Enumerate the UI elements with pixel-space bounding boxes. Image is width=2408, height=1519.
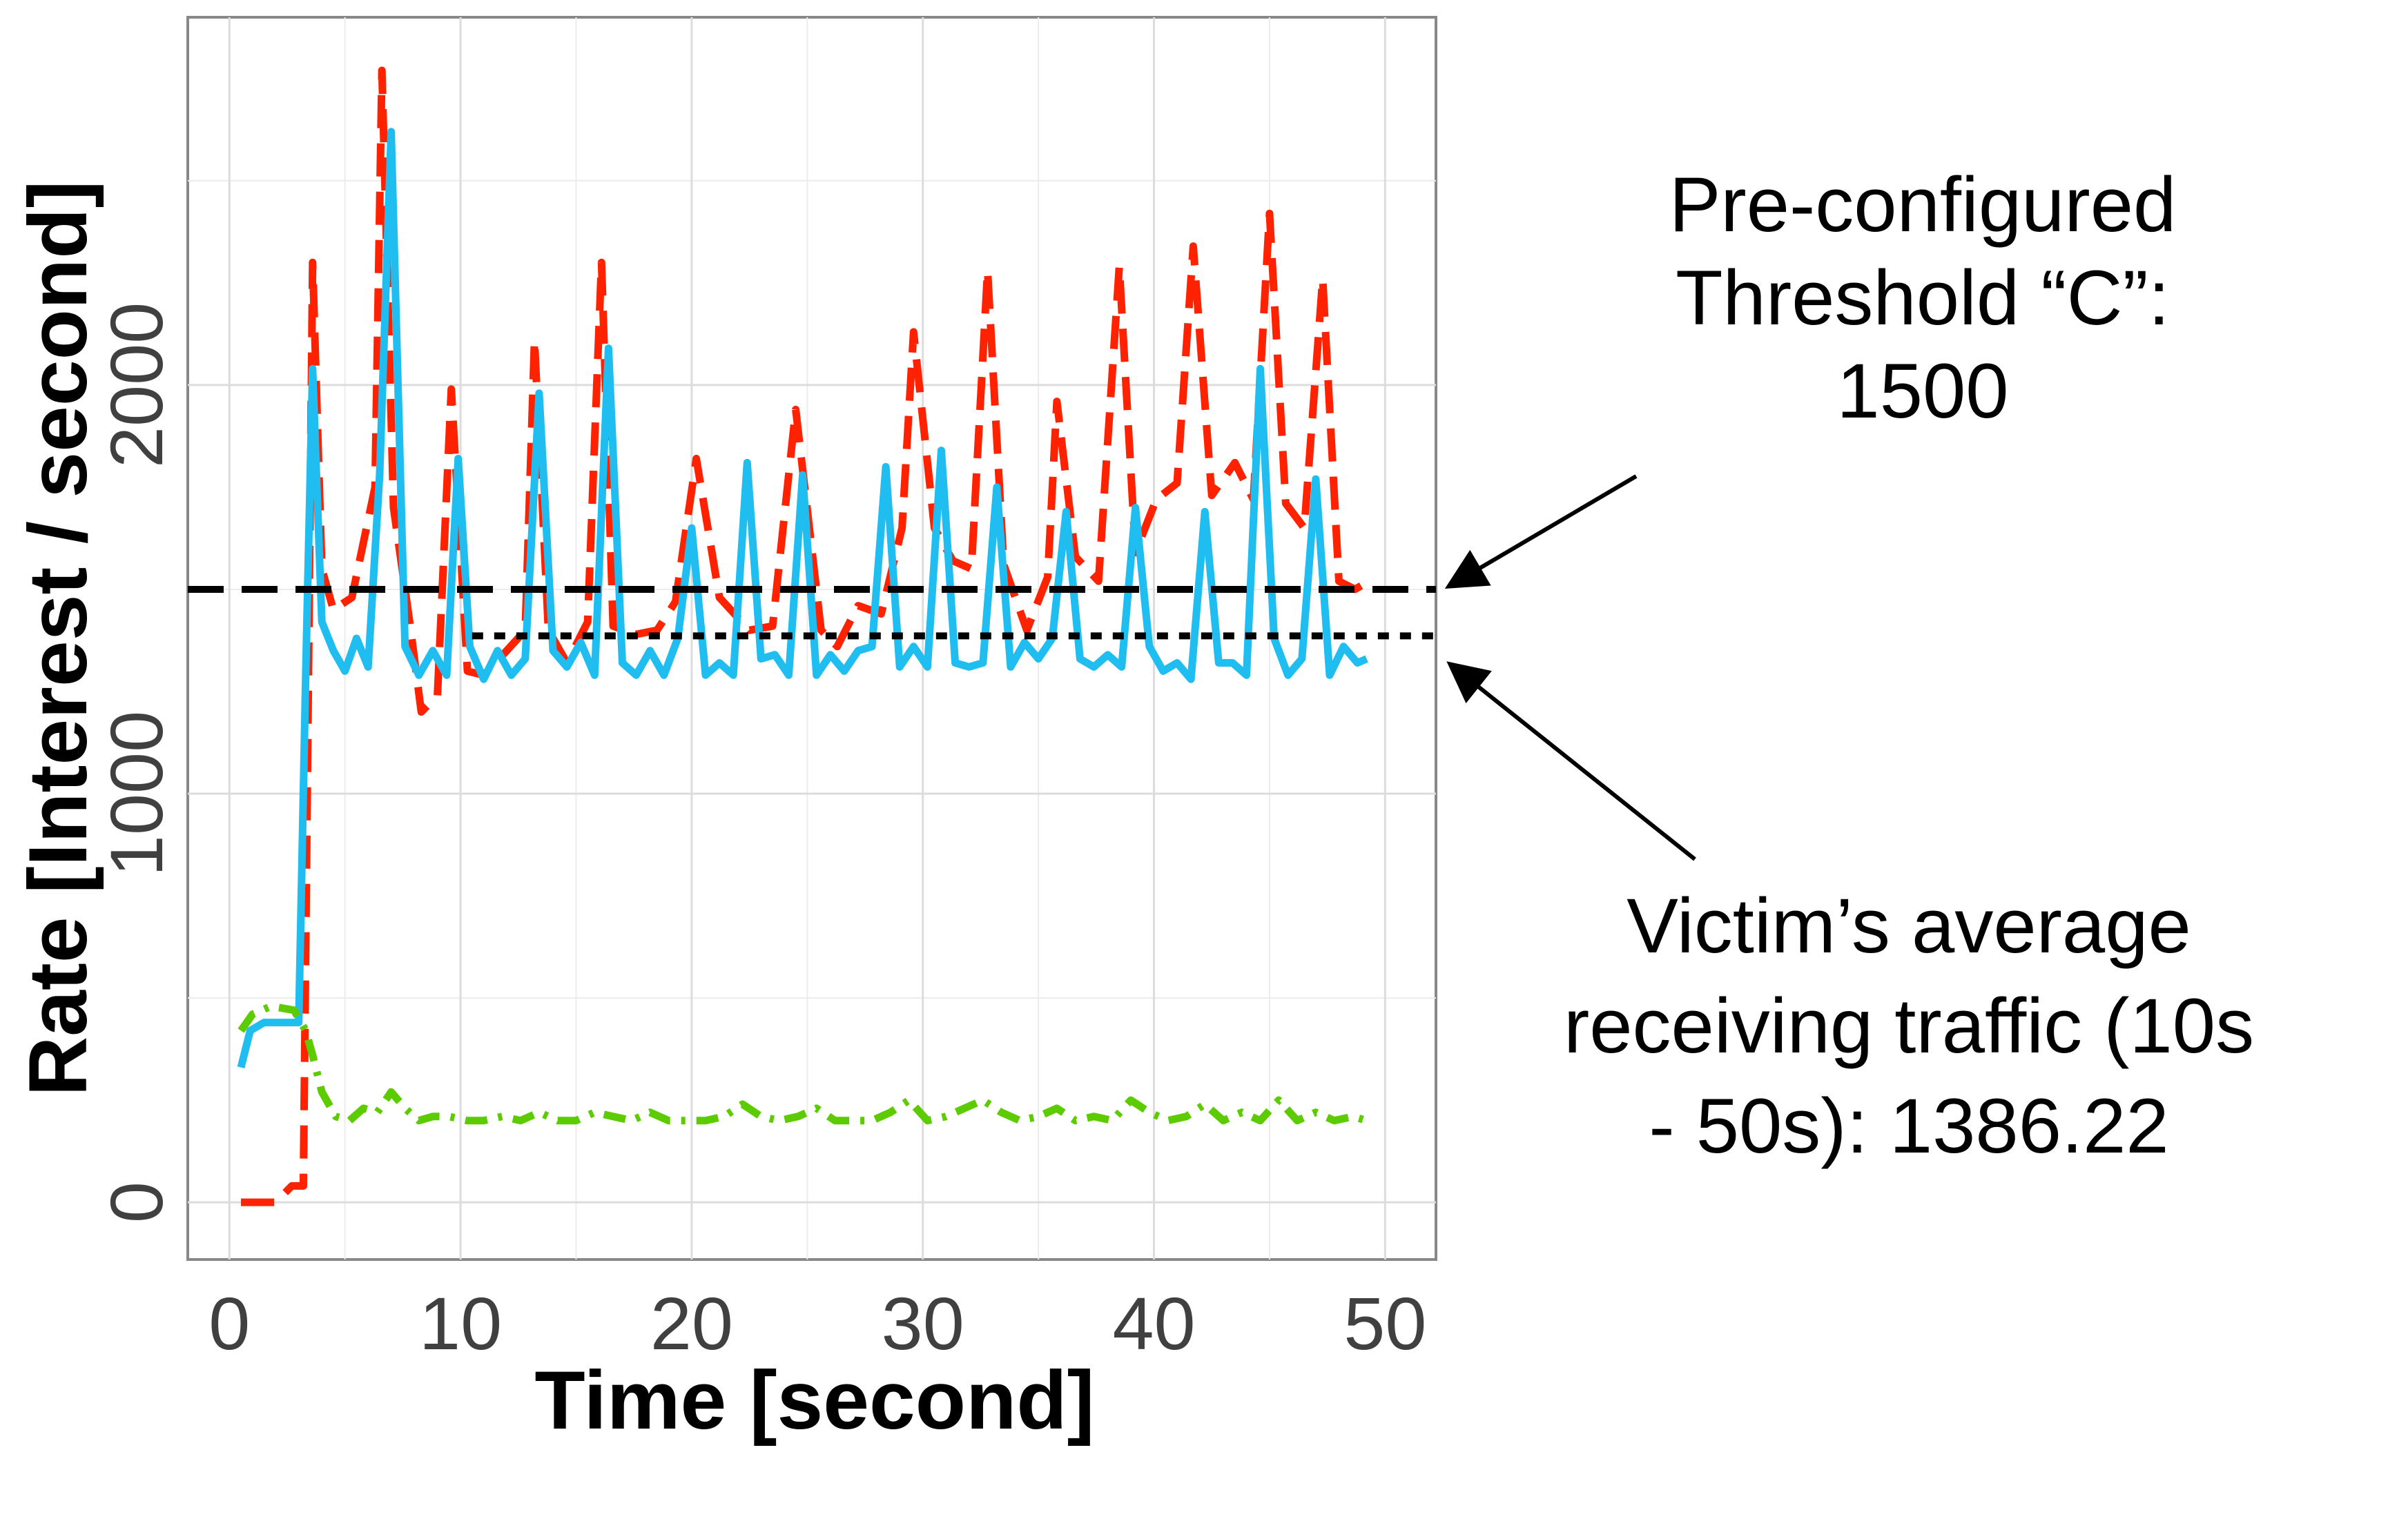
x-axis-title: Time [second]: [534, 1354, 1094, 1447]
x-tick-label: 30: [882, 1282, 964, 1365]
y-axis-title: Rate [Interest / second]: [12, 181, 104, 1097]
series-line-2: [237, 128, 1368, 1069]
reference-lines: [188, 585, 1436, 640]
annotation-average-line-1: Victim’s average: [1627, 883, 2191, 969]
y-tick-label: 1000: [95, 711, 178, 876]
y-tick-label: 2000: [95, 302, 178, 468]
annotation-threshold-line-3: 1500: [1836, 348, 2008, 434]
annotation-average-line-2: receiving traffic (10s: [1564, 983, 2254, 1069]
series-layer: [237, 66, 1371, 1206]
y-tick-labels: 0 1000 2000: [95, 302, 178, 1223]
y-tick-label: 0: [95, 1182, 178, 1223]
annotation-threshold-line-1: Pre-configured: [1669, 161, 2177, 248]
annotation-average: Victim’s average receiving traffic (10s …: [1446, 661, 2254, 1169]
x-tick-label: 50: [1343, 1282, 1426, 1365]
annotation-average-arrow: [1446, 661, 1696, 861]
x-tick-label: 0: [208, 1282, 250, 1365]
x-tick-labels: 0 10 20 30 40 50: [208, 1282, 1426, 1365]
annotation-average-line-3: - 50s): 1386.22: [1649, 1083, 2168, 1169]
x-tick-label: 10: [419, 1282, 502, 1365]
series-line-3: [237, 1002, 1368, 1125]
x-tick-label: 20: [650, 1282, 733, 1365]
annotation-threshold-line-2: Threshold “C”:: [1676, 255, 2170, 341]
x-tick-label: 40: [1112, 1282, 1195, 1365]
grid: [188, 17, 1436, 1260]
annotation-threshold: Pre-configured Threshold “C”: 1500: [1444, 161, 2177, 589]
annotation-threshold-arrow: [1444, 474, 1638, 589]
